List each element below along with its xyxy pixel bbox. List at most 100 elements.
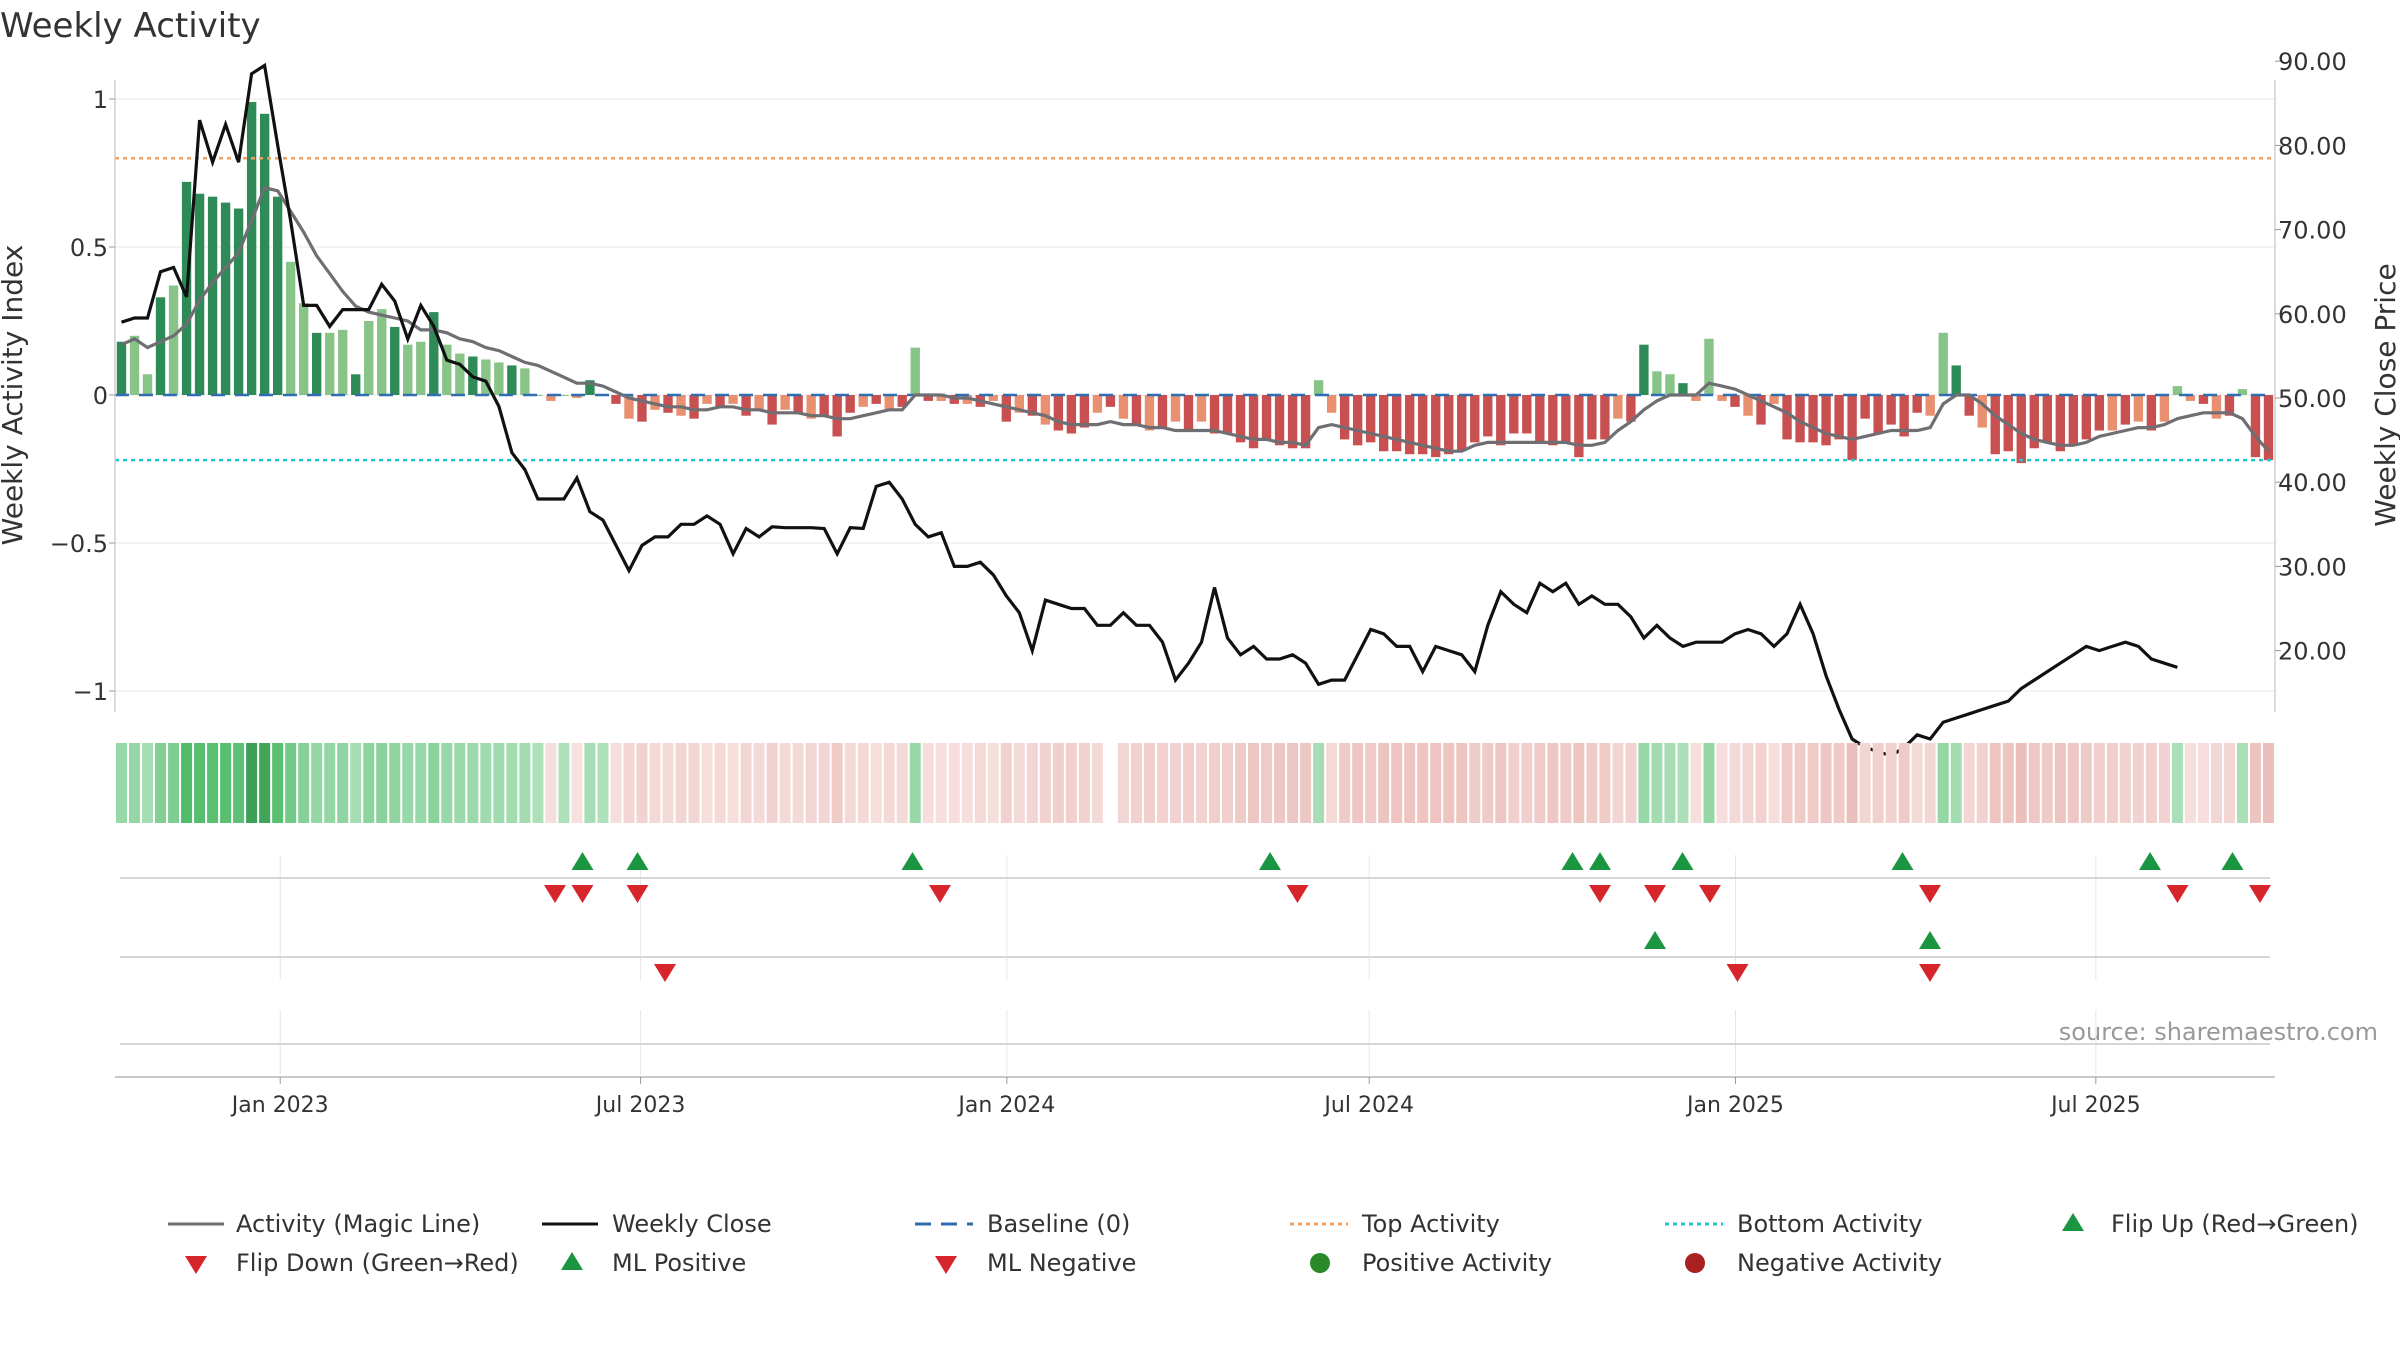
y-left-tick-label: −1 [73, 678, 108, 706]
activity-bar [1509, 395, 1519, 434]
activity-bar [2055, 395, 2065, 452]
activity-strip-cell [1651, 743, 1663, 823]
activity-strip-cell [2002, 743, 2014, 823]
y-right-tick-label: 90.00 [2278, 48, 2347, 76]
activity-strip-cell [1677, 743, 1689, 823]
flip-up-marker [1671, 852, 1694, 870]
y-right-label: Weekly Close Price [2369, 263, 2400, 526]
activity-bar [403, 344, 413, 395]
legend-label: Bottom Activity [1737, 1210, 1922, 1238]
activity-bar [298, 303, 309, 395]
activity-bar [455, 353, 465, 395]
activity-bar [988, 395, 998, 401]
activity-bar [858, 395, 868, 407]
activity-bar [520, 368, 530, 395]
activity-strip-cell [1469, 743, 1481, 823]
activity-bar [689, 395, 699, 419]
activity-bar [780, 395, 790, 410]
flip-down-marker [1919, 885, 1941, 903]
activity-bar [2146, 395, 2157, 431]
x-tick-label: Jul 2023 [594, 1093, 686, 1118]
activity-strip-cell [792, 743, 804, 823]
activity-strip-cell [168, 743, 180, 823]
activity-strip-cell [233, 743, 245, 823]
activity-bar [1209, 395, 1220, 434]
activity-strip-cell [1300, 743, 1312, 823]
activity-strip-cell [389, 743, 401, 823]
activity-strip-cell [883, 743, 895, 823]
activity-strip-cell [1182, 743, 1194, 823]
activity-bar [1079, 395, 1090, 428]
activity-strip-cell [1495, 743, 1507, 823]
activity-bar [1782, 395, 1792, 440]
activity-strip-cell [1794, 743, 1806, 823]
legend-label: Baseline (0) [987, 1210, 1130, 1238]
activity-strip-cell [1521, 743, 1533, 823]
activity-strip-cell [1130, 743, 1142, 823]
activity-bar [754, 395, 764, 410]
activity-bar [1092, 395, 1103, 413]
activity-strip-cell [2197, 743, 2209, 823]
y-right-tick-label: 20.00 [2278, 638, 2347, 666]
activity-bar [1287, 395, 1298, 449]
activity-bar [1483, 395, 1493, 437]
activity-bar [884, 395, 894, 410]
activity-strip-cell [1352, 743, 1364, 823]
activity-bar [1144, 395, 1155, 431]
activity-bar [1691, 395, 1701, 401]
activity-bar [1912, 395, 1922, 413]
x-tick-label: Jan 2023 [230, 1093, 329, 1118]
activity-strip-cell [2249, 743, 2261, 823]
x-tick-label: Jul 2025 [2049, 1093, 2141, 1118]
flip-down-marker [929, 885, 951, 903]
activity-strip-cell [818, 743, 830, 823]
activity-strip-cell [2119, 743, 2131, 823]
activity-bar [1717, 395, 1727, 401]
activity-bar [233, 208, 244, 395]
activity-strip-cell [1625, 743, 1637, 823]
activity-bar [1925, 395, 1935, 416]
activity-bar [1860, 395, 1870, 419]
activity-bar [325, 332, 335, 395]
activity-bar [1470, 395, 1480, 443]
activity-bar [923, 395, 933, 401]
activity-bar [246, 101, 257, 396]
activity-bar [129, 335, 140, 395]
activity-strip-cell [454, 743, 466, 823]
activity-strip-cell [415, 743, 427, 823]
activity-bar [533, 395, 543, 396]
flip-down-marker [2249, 885, 2271, 903]
activity-strip-cell [441, 743, 453, 823]
legend-label: ML Negative [987, 1249, 1136, 1277]
activity-bar [2120, 395, 2131, 425]
activity-bar [507, 365, 517, 395]
activity-bar [1951, 365, 1961, 395]
activity-bar [1326, 395, 1337, 413]
activity-bar [845, 395, 855, 413]
activity-bar [806, 395, 816, 419]
activity-strip-cell [337, 743, 349, 823]
activity-strip-cell [1000, 743, 1012, 823]
activity-strip-cell [259, 743, 271, 823]
y-right-tick-label: 40.00 [2278, 469, 2347, 497]
activity-bar [572, 395, 582, 398]
activity-bar [1743, 395, 1753, 416]
activity-bar [1053, 395, 1064, 431]
activity-bar [1561, 395, 1571, 443]
x-tick-label: Jan 2025 [1685, 1093, 1784, 1118]
flip-down-marker [1286, 885, 1309, 903]
activity-bar [2211, 395, 2222, 419]
legend-label: ML Positive [612, 1249, 746, 1277]
activity-strip-cell [311, 743, 323, 823]
flip-down-marker [544, 885, 566, 903]
activity-strip-cell [2028, 743, 2040, 823]
activity-bar [2198, 395, 2209, 404]
activity-strip-cell [1339, 743, 1351, 823]
flip-up-marker [1589, 852, 1611, 870]
activity-bar [936, 395, 946, 401]
activity-strip-cell [844, 743, 856, 823]
activity-bar [871, 395, 881, 404]
activity-strip-cell [2054, 743, 2066, 823]
activity-bar [702, 395, 712, 404]
